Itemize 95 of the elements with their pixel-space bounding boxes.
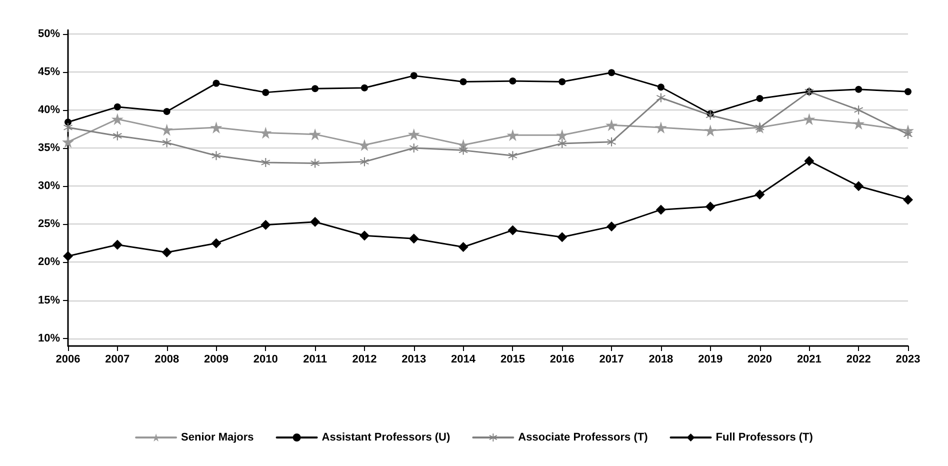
point	[163, 108, 170, 115]
point	[112, 131, 122, 140]
point	[310, 216, 320, 227]
point	[212, 80, 220, 87]
x-tick-label: 2011	[303, 354, 327, 366]
legend-label: Senior Majors	[181, 432, 254, 444]
point	[754, 189, 765, 200]
point	[854, 181, 864, 192]
point	[854, 105, 864, 114]
legend-label: Associate Professors (T)	[518, 432, 648, 444]
point	[654, 121, 667, 134]
x-tick-label: 2021	[796, 354, 822, 366]
x-tick-label: 2006	[56, 354, 80, 366]
point	[904, 88, 912, 96]
point	[408, 234, 419, 244]
point	[903, 194, 913, 205]
y-tick-label: 25%	[38, 218, 60, 230]
point	[855, 86, 862, 93]
point	[409, 144, 418, 153]
x-tick-label: 2020	[748, 354, 772, 366]
legend-label: Assistant Professors (U)	[322, 432, 451, 444]
point	[458, 146, 468, 155]
point	[160, 124, 173, 136]
point	[360, 84, 368, 92]
legend-label: Full Professors (T)	[716, 432, 814, 444]
point	[904, 130, 912, 139]
point	[114, 103, 121, 110]
x-tick-label: 2014	[451, 354, 476, 366]
y-tick-label: 40%	[38, 104, 60, 116]
point	[64, 118, 72, 126]
y-tick-label: 15%	[38, 294, 60, 306]
point	[408, 128, 420, 140]
point	[212, 151, 221, 160]
point	[162, 247, 172, 258]
point	[557, 232, 568, 242]
point	[358, 138, 370, 151]
point	[309, 128, 322, 140]
point	[606, 119, 618, 132]
point	[111, 113, 124, 126]
y-tick-label: 45%	[38, 66, 60, 78]
point	[312, 85, 319, 92]
point	[608, 69, 616, 76]
x-tick-label: 2010	[253, 354, 278, 366]
point	[852, 118, 865, 130]
x-tick-label: 2009	[204, 354, 228, 366]
point	[558, 78, 566, 86]
point	[460, 78, 467, 86]
x-tick-label: 2008	[154, 354, 180, 366]
point	[261, 158, 270, 167]
point	[705, 202, 716, 212]
x-tick-label: 2018	[648, 354, 674, 366]
point	[211, 238, 222, 248]
point	[706, 110, 715, 120]
point	[606, 221, 617, 232]
x-tick-label: 2019	[698, 354, 723, 366]
point	[508, 151, 518, 160]
point	[509, 78, 516, 85]
y-tick-label: 10%	[38, 332, 60, 344]
point	[62, 136, 74, 148]
point	[262, 88, 270, 96]
x-tick-label: 2023	[896, 354, 920, 366]
point	[260, 220, 271, 230]
y-tick-label: 35%	[38, 142, 60, 154]
point	[112, 240, 122, 250]
point	[260, 126, 272, 139]
x-tick-label: 2017	[599, 354, 624, 366]
point	[756, 95, 764, 102]
point	[64, 122, 72, 132]
point	[558, 138, 567, 148]
point	[508, 225, 518, 236]
y-tick-label: 20%	[38, 256, 60, 268]
point	[657, 84, 664, 91]
point	[607, 137, 616, 146]
x-tick-label: 2022	[846, 354, 871, 366]
point	[506, 129, 519, 142]
point	[804, 156, 814, 166]
point	[803, 113, 816, 126]
point	[359, 230, 370, 241]
point	[360, 157, 369, 166]
point	[704, 124, 716, 137]
x-tick-label: 2015	[500, 354, 525, 366]
point	[410, 72, 418, 80]
point	[210, 121, 222, 134]
point	[656, 93, 666, 102]
y-tick-label: 50%	[38, 28, 60, 40]
x-tick-label: 2016	[550, 354, 574, 366]
x-tick-label: 2007	[105, 354, 130, 366]
point	[656, 204, 666, 215]
point	[162, 138, 172, 148]
x-tick-label: 2013	[402, 354, 426, 366]
x-tick-label: 2012	[352, 354, 377, 366]
y-tick-label: 30%	[38, 180, 60, 192]
point	[458, 242, 468, 252]
point	[63, 251, 73, 262]
point	[310, 158, 320, 168]
